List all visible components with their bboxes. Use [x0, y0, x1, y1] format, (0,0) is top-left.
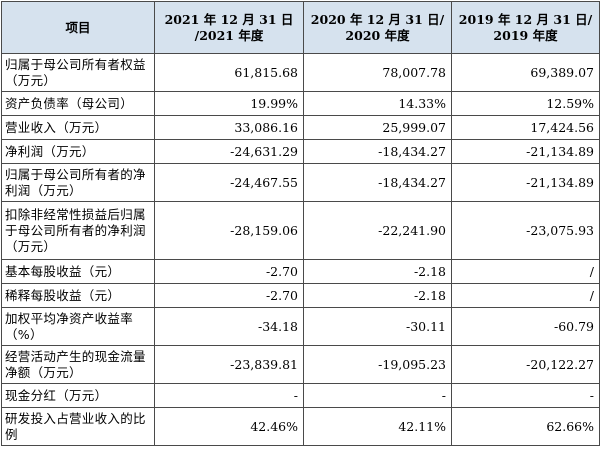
table-row: 扣除非经常性损益后归属于母公司所有者的净利润（万元） -28,159.06 -2…	[1, 201, 600, 260]
cell-2019: -21,134.89	[451, 139, 600, 164]
cell-2019: -	[451, 383, 600, 408]
cell-2019: -20,122.27	[451, 345, 600, 384]
cell-2021: 61,815.68	[154, 53, 304, 92]
row-label: 稀释每股收益（元）	[1, 283, 155, 308]
header-2021: 2021 年 12 月 31 日 /2021 年度	[154, 1, 304, 54]
cell-2020: 14.33%	[303, 91, 452, 116]
table-row: 归属于母公司所有者的净利润（万元） -24,467.55 -18,434.27 …	[1, 163, 600, 202]
cell-2021: 42.46%	[154, 407, 304, 446]
cell-2021: 33,086.16	[154, 115, 304, 140]
table-row: 归属于母公司所有者权益（万元） 61,815.68 78,007.78 69,3…	[1, 53, 600, 92]
cell-2019: /	[451, 283, 600, 308]
row-label: 研发投入占营业收入的比例	[1, 407, 155, 446]
cell-2020: -22,241.90	[303, 201, 452, 260]
cell-2021: -2.70	[154, 283, 304, 308]
cell-2020: -30.11	[303, 307, 452, 346]
row-label: 营业收入（万元）	[1, 115, 155, 140]
cell-2020: -19,095.23	[303, 345, 452, 384]
row-label: 现金分红（万元）	[1, 383, 155, 408]
cell-2021: -24,467.55	[154, 163, 304, 202]
row-label: 归属于母公司所有者权益（万元）	[1, 53, 155, 92]
table-row: 现金分红（万元） - - -	[1, 383, 600, 408]
cell-2021: 19.99%	[154, 91, 304, 116]
cell-2020: -	[303, 383, 452, 408]
cell-2020: 78,007.78	[303, 53, 452, 92]
cell-2019: /	[451, 259, 600, 284]
row-label: 经营活动产生的现金流量净额（万元）	[1, 345, 155, 384]
cell-2020: -18,434.27	[303, 139, 452, 164]
cell-2019: -60.79	[451, 307, 600, 346]
cell-2019: 62.66%	[451, 407, 600, 446]
cell-2021: -	[154, 383, 304, 408]
table-row: 资产负债率（母公司） 19.99% 14.33% 12.59%	[1, 91, 600, 116]
cell-2019: -21,134.89	[451, 163, 600, 202]
cell-2020: -2.18	[303, 259, 452, 284]
cell-2021: -34.18	[154, 307, 304, 346]
row-label: 加权平均净资产收益率（%）	[1, 307, 155, 346]
cell-2020: -2.18	[303, 283, 452, 308]
cell-2019: -23,075.93	[451, 201, 600, 260]
header-2020: 2020 年 12 月 31 日/ 2020 年度	[303, 1, 452, 54]
table-row: 研发投入占营业收入的比例 42.46% 42.11% 62.66%	[1, 407, 600, 446]
table-row: 加权平均净资产收益率（%） -34.18 -30.11 -60.79	[1, 307, 600, 346]
row-label: 基本每股收益（元）	[1, 259, 155, 284]
cell-2020: -18,434.27	[303, 163, 452, 202]
row-label: 净利润（万元）	[1, 139, 155, 164]
cell-2021: -28,159.06	[154, 201, 304, 260]
table-row: 稀释每股收益（元） -2.70 -2.18 /	[1, 283, 600, 308]
cell-2021: -2.70	[154, 259, 304, 284]
cell-2019: 69,389.07	[451, 53, 600, 92]
header-2019: 2019 年 12 月 31 日/ 2019 年度	[451, 1, 600, 54]
header-row: 项目 2021 年 12 月 31 日 /2021 年度 2020 年 12 月…	[1, 1, 600, 54]
cell-2019: 17,424.56	[451, 115, 600, 140]
table-row: 基本每股收益（元） -2.70 -2.18 /	[1, 259, 600, 284]
cell-2019: 12.59%	[451, 91, 600, 116]
row-label: 归属于母公司所有者的净利润（万元）	[1, 163, 155, 202]
table-row: 营业收入（万元） 33,086.16 25,999.07 17,424.56	[1, 115, 600, 140]
table-row: 净利润（万元） -24,631.29 -18,434.27 -21,134.89	[1, 139, 600, 164]
cell-2021: -23,839.81	[154, 345, 304, 384]
cell-2021: -24,631.29	[154, 139, 304, 164]
row-label: 扣除非经常性损益后归属于母公司所有者的净利润（万元）	[1, 201, 155, 260]
cell-2020: 25,999.07	[303, 115, 452, 140]
row-label: 资产负债率（母公司）	[1, 91, 155, 116]
cell-2020: 42.11%	[303, 407, 452, 446]
table-row: 经营活动产生的现金流量净额（万元） -23,839.81 -19,095.23 …	[1, 345, 600, 384]
header-item: 项目	[1, 1, 155, 54]
financial-summary-table: 项目 2021 年 12 月 31 日 /2021 年度 2020 年 12 月…	[1, 1, 600, 446]
